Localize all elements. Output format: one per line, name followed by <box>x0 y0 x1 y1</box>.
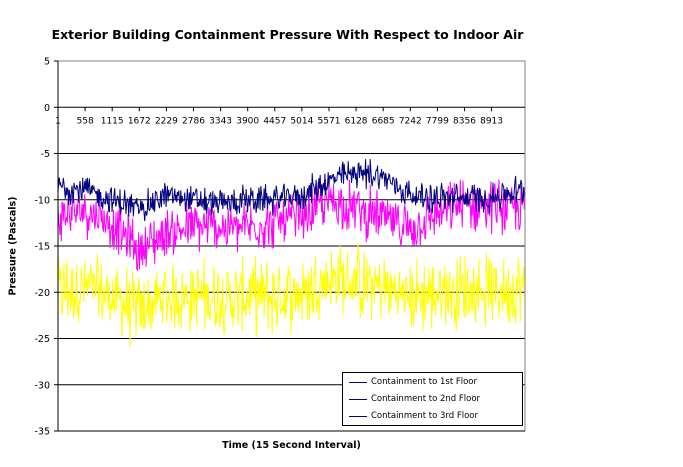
y-tick-label: -5 <box>41 149 50 160</box>
legend-item-2nd-floor: Containment to 2nd Floor <box>349 391 480 407</box>
x-axis-label: Time (15 Second Interval) <box>222 440 361 451</box>
x-tick-label: 2229 <box>155 116 178 126</box>
x-tick-label: 2786 <box>182 116 205 126</box>
x-tick-label: 4457 <box>263 116 286 126</box>
x-tick-label: 558 <box>77 116 94 126</box>
legend-item-3rd-floor: Containment to 3rd Floor <box>349 408 478 424</box>
x-tick-label: 6128 <box>345 116 368 126</box>
legend-swatch-2nd-floor <box>349 398 367 400</box>
series-line-2 <box>57 179 526 272</box>
legend-swatch-3rd-floor <box>349 415 367 417</box>
x-tick-label: 1115 <box>101 116 124 126</box>
y-tick-label: -25 <box>34 334 50 345</box>
legend-label-3rd-floor: Containment to 3rd Floor <box>371 411 478 421</box>
x-tick-label: 6685 <box>372 116 395 126</box>
x-tick-label: 3343 <box>209 116 232 126</box>
legend-label-1st-floor: Containment to 1st Floor <box>371 377 477 387</box>
series-line-1 <box>57 158 526 222</box>
legend: Containment to 1st Floor Containment to … <box>342 372 523 426</box>
y-tick-label: -10 <box>34 195 50 206</box>
y-tick-label: -15 <box>34 242 50 253</box>
legend-swatch-1st-floor <box>349 381 367 383</box>
y-tick-label: -35 <box>34 427 50 438</box>
x-tick-label: 8356 <box>453 116 476 126</box>
x-tick-label: 8913 <box>480 116 503 126</box>
x-tick-label: 7799 <box>426 116 449 126</box>
y-tick-label: 5 <box>44 57 50 68</box>
y-tick-label: -20 <box>34 288 50 299</box>
x-tick-label: 1672 <box>128 116 151 126</box>
y-tick-label: 0 <box>44 103 50 114</box>
x-tick-label: 7242 <box>399 116 422 126</box>
chart-title: Exterior Building Containment Pressure W… <box>51 27 524 42</box>
x-tick-label: 5014 <box>290 116 313 126</box>
legend-item-1st-floor: Containment to 1st Floor <box>349 374 477 390</box>
series-line-3 <box>57 243 526 347</box>
x-tick-label: 3900 <box>236 116 259 126</box>
x-tick-label: 5571 <box>318 116 341 126</box>
legend-label-2nd-floor: Containment to 2nd Floor <box>371 394 481 404</box>
y-tick-label: -30 <box>34 380 50 391</box>
